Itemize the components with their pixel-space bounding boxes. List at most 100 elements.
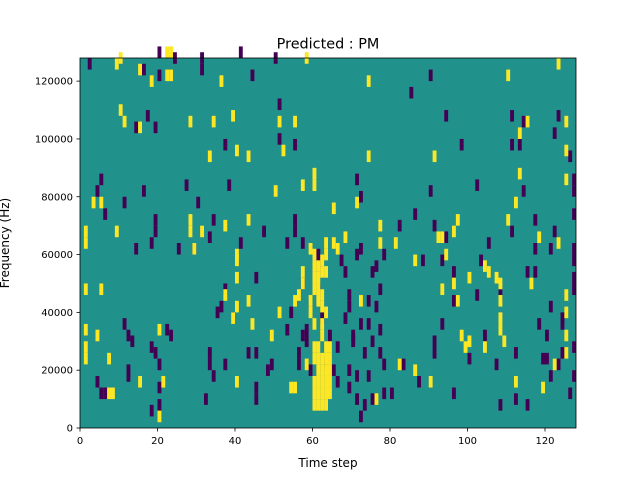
heatmap-cell-low-2 (95, 185, 100, 197)
heatmap-cell-low-16 (142, 63, 146, 76)
heatmap-cell-low-166 (541, 352, 545, 365)
heatmap-cell-high-47 (246, 150, 251, 163)
heatmap-cell-low-185 (572, 254, 576, 267)
x-axis-label: Time step (297, 456, 357, 470)
heatmap-cell-low-45 (215, 306, 220, 319)
y-tick-label-0: 0 (67, 424, 73, 435)
heatmap-cell-low-123 (390, 387, 394, 400)
heatmap-cell-high-99 (320, 329, 325, 342)
heatmap-cell-low-155 (514, 393, 518, 405)
heatmap-cell-high-133 (432, 150, 437, 163)
heatmap-cell-low-38 (200, 63, 204, 76)
heatmap-cell-low-81 (316, 248, 321, 261)
heatmap-cell-high-126 (378, 219, 383, 232)
heatmap-cell-high-88 (316, 352, 321, 365)
heatmap-cell-low-8 (122, 318, 127, 330)
heatmap-cell-high-102 (324, 266, 328, 278)
heatmap-cell-low-182 (572, 173, 576, 186)
heatmap-cell-low-87 (331, 364, 336, 376)
heatmap-cell-high-54 (277, 115, 282, 128)
heatmap-cell-high-4 (83, 341, 88, 353)
heatmap-cell-low-64 (277, 98, 282, 111)
heatmap-cell-low-90 (339, 254, 344, 267)
heatmap-cell-high-18 (138, 63, 142, 76)
heatmap-cell-low-29 (157, 399, 162, 411)
heatmap-cell-low-70 (293, 225, 297, 238)
heatmap-cell-high-105 (324, 387, 328, 400)
heatmap-cell-low-111 (366, 318, 371, 330)
heatmap-cell-low-88 (335, 375, 340, 388)
heatmap-cell-low-46 (219, 300, 224, 313)
heatmap-cell-high-143 (463, 341, 468, 353)
heatmap-cell-high-142 (459, 329, 464, 342)
plot-frame (79, 57, 577, 429)
heatmap-cell-high-113 (328, 387, 332, 400)
heatmap-cell-high-121 (355, 196, 359, 209)
heatmap-cell-low-33 (176, 243, 181, 255)
y-tick-label-5: 100000 (35, 134, 73, 145)
heatmap-cell-high-13 (114, 58, 119, 70)
heatmap-cell-low-132 (432, 219, 437, 232)
heatmap-cell-low-157 (517, 138, 522, 151)
heatmap-cell-high-57 (293, 381, 297, 394)
heatmap-cell-high-120 (343, 231, 348, 243)
heatmap-cell-high-36 (219, 75, 224, 87)
heatmap-cell-high-110 (324, 306, 328, 319)
heatmap-cell-high-132 (428, 375, 433, 388)
heatmap-cell-low-65 (277, 133, 282, 145)
heatmap-cell-low-77 (304, 323, 309, 336)
heatmap-cell-high-108 (324, 375, 328, 388)
heatmap-cell-high-149 (494, 271, 499, 284)
heatmap-cell-high-112 (328, 341, 332, 353)
heatmap-cell-high-44 (235, 300, 239, 313)
chart-title: Predicted : PM (277, 37, 380, 53)
heatmap-cell-high-134 (436, 231, 441, 243)
heatmap-cell-high-5 (83, 352, 88, 365)
heatmap-cell-high-125 (374, 393, 379, 405)
heatmap-cell-low-174 (556, 358, 561, 371)
heatmap-cell-low-145 (475, 179, 480, 191)
heatmap-cell-high-31 (188, 115, 193, 128)
heatmap-cell-low-21 (153, 214, 158, 226)
heatmap-cell-low-12 (130, 335, 135, 348)
y-tick-label-2: 40000 (41, 308, 73, 319)
heatmap-cell-low-1 (95, 375, 100, 388)
heatmap-cell-high-20 (138, 375, 142, 388)
heatmap-cell-low-141 (452, 387, 456, 400)
heatmap-cells (83, 46, 576, 423)
heatmap-cell-low-7 (122, 196, 127, 209)
heatmap-cell-low-91 (343, 312, 348, 324)
heatmap-cell-low-138 (444, 110, 449, 122)
heatmap-cell-low-53 (238, 237, 243, 249)
heatmap-cell-high-106 (324, 364, 328, 376)
heatmap-cell-low-112 (370, 393, 375, 405)
heatmap-cell-low-131 (428, 185, 433, 197)
heatmap-cell-high-128 (393, 237, 398, 249)
heatmap-cell-high-155 (506, 69, 511, 82)
heatmap-cell-high-151 (498, 323, 503, 336)
heatmap-cell-low-52 (238, 46, 243, 58)
heatmap-cell-high-107 (324, 237, 328, 249)
heatmap-cell-low-158 (521, 115, 526, 128)
heatmap-cell-high-153 (498, 295, 503, 307)
x-tick-label-3: 60 (306, 436, 319, 447)
heatmap-cell-high-8 (99, 196, 104, 209)
heatmap-cell-high-51 (269, 329, 274, 342)
heatmap-cell-low-167 (545, 352, 549, 365)
heatmap-cell-low-115 (374, 260, 379, 272)
heatmap-cell-low-26 (157, 69, 162, 82)
heatmap-cell-high-144 (467, 335, 472, 348)
heatmap-cell-high-40 (231, 312, 235, 324)
heatmap-cell-low-39 (204, 393, 208, 405)
heatmap-cell-high-138 (452, 277, 456, 290)
heatmap-cell-high-38 (223, 289, 228, 301)
heatmap-cell-low-117 (378, 283, 383, 296)
heatmap-cell-low-19 (149, 341, 154, 353)
heatmap-cell-low-178 (560, 347, 565, 359)
heatmap-cell-high-34 (207, 150, 212, 163)
heatmap-cell-low-20 (149, 404, 154, 417)
heatmap-cell-low-189 (572, 283, 576, 296)
heatmap-cell-low-186 (572, 341, 576, 353)
heatmap-cell-low-126 (409, 86, 414, 99)
